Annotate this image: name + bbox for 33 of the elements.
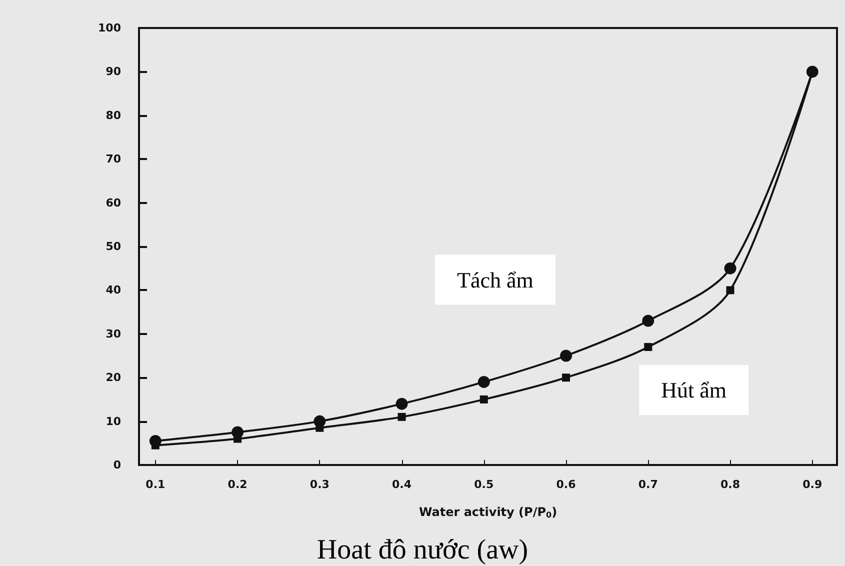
y-tick-label: 90	[106, 65, 122, 78]
x-tick-label: 0.2	[228, 478, 248, 491]
y-tick-label: 70	[106, 152, 122, 166]
x-tick-label: 0.1	[146, 478, 166, 491]
y-tick-label: 50	[106, 240, 122, 253]
y-tick-label: 20	[106, 371, 122, 384]
point	[642, 314, 654, 327]
point	[478, 376, 490, 388]
series-label: Hút ẩm	[661, 378, 727, 403]
point	[396, 398, 408, 410]
point	[398, 412, 406, 421]
x-tick-label: 0.4	[392, 478, 412, 491]
point	[644, 343, 652, 352]
x-tick-label: 0.6	[556, 478, 576, 491]
point	[724, 262, 736, 274]
y-tick-label: 60	[106, 196, 122, 210]
x-tick-label: 0.5	[474, 478, 494, 491]
x-tick-label: 0.9	[802, 478, 822, 491]
x-tick-label: 0.8	[720, 478, 740, 491]
text: Hoat đô nước (aw)	[316, 534, 528, 566]
y-tick-label: 30	[106, 327, 122, 340]
y-tick-label: 80	[106, 108, 122, 122]
point	[560, 350, 572, 362]
y-tick-label: 40	[106, 284, 122, 297]
y-tick-label: 10	[106, 414, 122, 428]
y-tick-label: 0	[113, 458, 122, 472]
text: Tách ẩm	[457, 267, 534, 292]
point	[480, 395, 488, 404]
point	[726, 286, 734, 294]
x-tick-label: 0.7	[638, 478, 658, 491]
point	[562, 374, 570, 382]
x-tick-label: 0.3	[310, 478, 330, 491]
y-tick-label: 100	[98, 22, 122, 34]
